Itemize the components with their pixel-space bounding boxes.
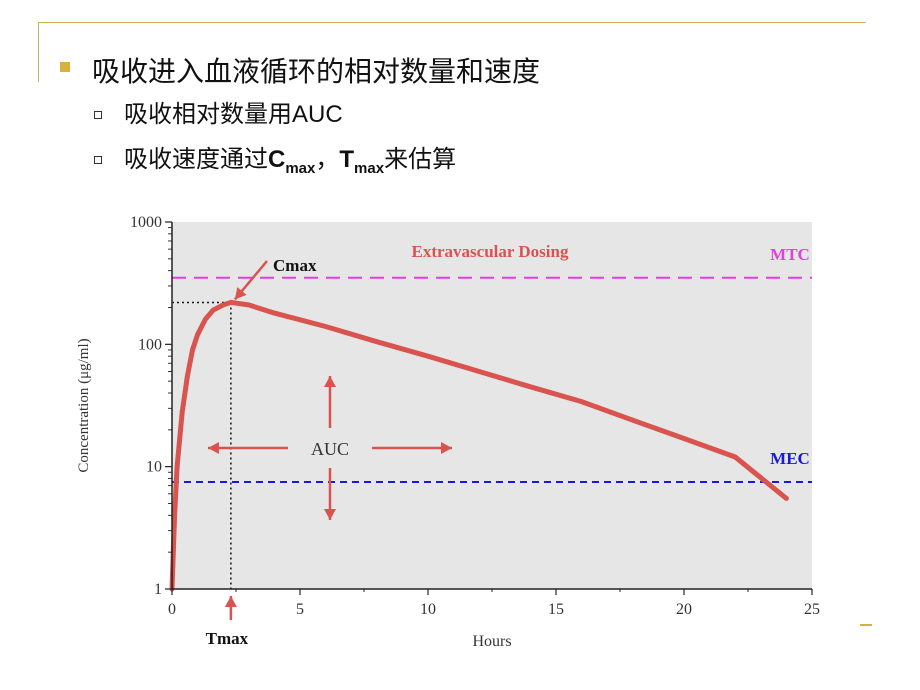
auc-arrow-right-head bbox=[441, 442, 452, 454]
x-tick-label: 0 bbox=[168, 601, 176, 618]
tmax-arrow bbox=[224, 596, 237, 620]
reference-label-mtc: MTC bbox=[770, 245, 810, 264]
x-tick-label: 25 bbox=[804, 601, 820, 618]
auc-label: AUC bbox=[311, 439, 349, 459]
bullet-hollow-square-icon bbox=[94, 111, 102, 119]
y-tick-label: 1000 bbox=[130, 214, 162, 231]
tmax-symbol: T bbox=[339, 146, 355, 173]
y-tick-label: 1 bbox=[154, 581, 162, 598]
subpoint-rate-suffix: 来估算 bbox=[384, 146, 457, 173]
auc-arrow-right bbox=[372, 442, 452, 454]
plot-area bbox=[172, 222, 812, 589]
bullet-square-icon bbox=[60, 62, 70, 72]
frame-corner-mark bbox=[860, 624, 872, 626]
chart-title: Extravascular Dosing bbox=[412, 242, 569, 261]
y-axis-label: Concentration (μg/ml) bbox=[76, 338, 92, 472]
auc-arrow-left bbox=[208, 442, 288, 454]
tmax-subscript: max bbox=[354, 160, 385, 177]
cmax-label: Cmax bbox=[273, 256, 317, 275]
subpoint-auc: 吸收相对数量用AUC bbox=[124, 94, 343, 129]
tmax-arrow-head bbox=[224, 596, 237, 607]
x-tick-label: 10 bbox=[420, 601, 436, 618]
frame-top-line bbox=[38, 22, 866, 23]
x-tick-label: 15 bbox=[548, 601, 564, 618]
x-tick-label: 20 bbox=[676, 601, 692, 618]
cmax-arrow-head bbox=[234, 287, 247, 300]
subpoint-auc-text: 吸收相对数量用AUC bbox=[124, 101, 343, 128]
auc-arrow-left-head bbox=[208, 442, 219, 454]
concentration-curve bbox=[169, 299, 789, 592]
cmax-subscript: max bbox=[285, 160, 316, 177]
frame-left-line bbox=[38, 22, 39, 82]
subpoint-rate: 吸收速度通过Cmax，Tmax来估算 bbox=[124, 139, 456, 177]
auc-arrow-up bbox=[324, 376, 336, 428]
x-tick-label: 5 bbox=[296, 601, 304, 618]
bullet-hollow-square-icon bbox=[94, 156, 102, 164]
subpoint-rate-prefix: 吸收速度通过 bbox=[124, 146, 268, 173]
y-tick-label: 10 bbox=[146, 459, 162, 476]
auc-arrow-down-head bbox=[324, 509, 336, 520]
reference-label-mec: MEC bbox=[770, 449, 810, 468]
slide-heading: 吸收进入血液循环的相对数量和速度 bbox=[92, 56, 541, 87]
y-tick-label: 100 bbox=[138, 336, 162, 353]
cmax-symbol: C bbox=[268, 146, 286, 173]
cmax-arrow bbox=[233, 260, 268, 301]
auc-arrow-down bbox=[324, 468, 336, 520]
tmax-label: Tmax bbox=[206, 629, 249, 648]
subpoint-rate-separator: ， bbox=[315, 146, 340, 173]
x-axis-label: Hours bbox=[472, 633, 511, 650]
auc-arrow-up-head bbox=[324, 376, 336, 387]
